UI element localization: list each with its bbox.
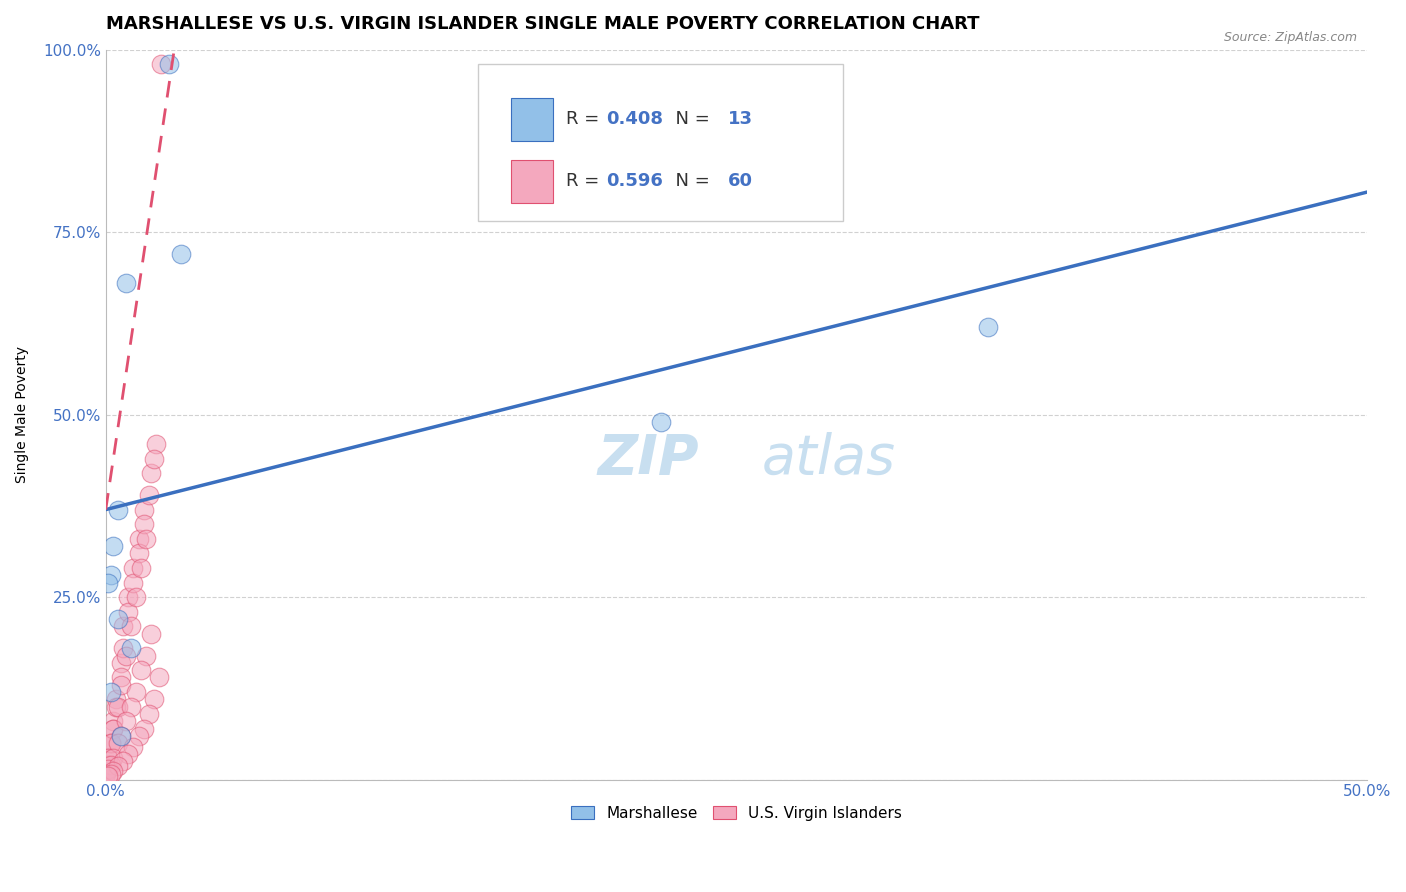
Text: MARSHALLESE VS U.S. VIRGIN ISLANDER SINGLE MALE POVERTY CORRELATION CHART: MARSHALLESE VS U.S. VIRGIN ISLANDER SING… <box>105 15 979 33</box>
Point <box>977 320 1000 334</box>
Point <box>97 758 120 772</box>
Point <box>103 722 125 736</box>
Point <box>103 539 125 553</box>
Point <box>94 766 117 780</box>
Point <box>117 590 139 604</box>
Point <box>115 648 138 663</box>
Point <box>97 750 120 764</box>
Point <box>142 692 165 706</box>
Point <box>129 663 152 677</box>
Point <box>128 546 150 560</box>
Point <box>107 759 129 773</box>
FancyBboxPatch shape <box>510 160 554 202</box>
Legend: Marshallese, U.S. Virgin Islanders: Marshallese, U.S. Virgin Islanders <box>565 799 908 827</box>
Point <box>120 619 142 633</box>
Point <box>129 561 152 575</box>
Text: N =: N = <box>665 172 716 190</box>
Point <box>141 626 163 640</box>
Point <box>104 699 127 714</box>
Point <box>132 722 155 736</box>
Point <box>107 699 129 714</box>
Point <box>125 590 148 604</box>
Point <box>103 714 125 729</box>
Point <box>650 415 672 429</box>
Point <box>120 699 142 714</box>
Point <box>100 736 122 750</box>
Point <box>150 57 173 71</box>
Point <box>122 561 145 575</box>
Point <box>117 747 139 761</box>
Point <box>97 769 120 783</box>
Point <box>157 57 180 71</box>
Text: 60: 60 <box>727 172 752 190</box>
Point <box>100 758 122 772</box>
Point <box>107 502 129 516</box>
Text: N =: N = <box>665 110 716 128</box>
Point <box>112 641 135 656</box>
Text: 0.408: 0.408 <box>606 110 664 128</box>
Point <box>110 729 132 743</box>
Point <box>148 670 170 684</box>
Point <box>117 605 139 619</box>
Point <box>94 765 117 780</box>
Point <box>100 766 122 780</box>
Point <box>115 714 138 729</box>
Point <box>122 739 145 754</box>
Point <box>138 706 160 721</box>
Point <box>110 670 132 684</box>
Point <box>138 488 160 502</box>
Point <box>115 277 138 291</box>
Point <box>97 750 120 764</box>
Point <box>120 641 142 656</box>
Point <box>110 729 132 743</box>
Point <box>145 437 167 451</box>
Text: Source: ZipAtlas.com: Source: ZipAtlas.com <box>1223 31 1357 45</box>
Point <box>132 502 155 516</box>
Point <box>107 612 129 626</box>
Point <box>110 678 132 692</box>
Point <box>97 762 120 776</box>
Point <box>107 736 129 750</box>
Point <box>103 764 125 778</box>
Y-axis label: Single Male Poverty: Single Male Poverty <box>15 346 30 483</box>
Point <box>141 466 163 480</box>
Point <box>112 755 135 769</box>
Point <box>135 532 157 546</box>
Point <box>128 532 150 546</box>
Point <box>100 685 122 699</box>
Point <box>103 722 125 736</box>
Text: atlas: atlas <box>762 432 896 485</box>
Point <box>122 575 145 590</box>
Point <box>135 648 157 663</box>
Point <box>128 729 150 743</box>
Text: 13: 13 <box>727 110 752 128</box>
Point <box>100 568 122 582</box>
Point <box>97 575 120 590</box>
Point <box>142 451 165 466</box>
Point <box>112 619 135 633</box>
Point <box>103 750 125 764</box>
Text: R =: R = <box>567 172 605 190</box>
Text: R =: R = <box>567 110 605 128</box>
Point <box>132 517 155 532</box>
FancyBboxPatch shape <box>478 64 844 221</box>
Point <box>100 736 122 750</box>
Text: ZIP: ZIP <box>598 432 699 485</box>
Point <box>110 656 132 670</box>
Point <box>125 685 148 699</box>
Point <box>104 692 127 706</box>
Text: 0.596: 0.596 <box>606 172 664 190</box>
Point <box>170 247 193 261</box>
Point <box>100 736 122 750</box>
FancyBboxPatch shape <box>510 97 554 141</box>
